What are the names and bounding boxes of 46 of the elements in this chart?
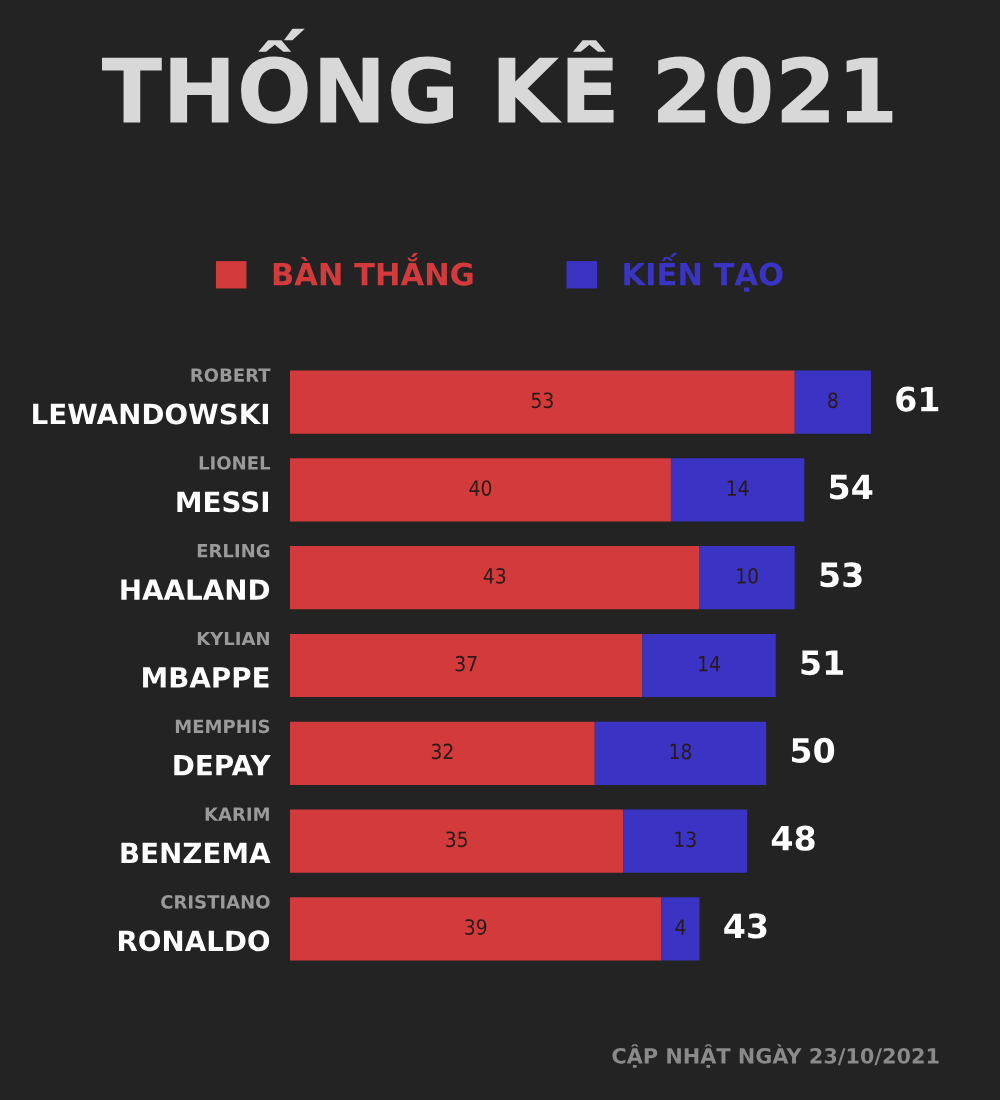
total-label: 54 (830, 474, 873, 500)
data-label: 43 (483, 567, 506, 584)
bar (290, 546, 700, 610)
bar (670, 458, 805, 522)
bar (290, 897, 662, 961)
data-label: 18 (670, 743, 692, 760)
bar (699, 546, 795, 610)
y-tick-label: CRISTIANO RONALDO (118, 895, 270, 952)
total-label: 51 (801, 650, 844, 676)
bar (290, 633, 643, 698)
data-label: 53 (531, 392, 553, 409)
text: CẬP NHẬT NGÀY 23/10/2021 (612, 1044, 939, 1068)
legend-label: KIẾN TẠO (624, 253, 783, 292)
y-tick-label: LIONEL MESSI (177, 456, 271, 513)
y-tick-label: ROBERT LEWANDOWSKI (33, 368, 271, 425)
legend-label: BÀN THẮNG (273, 253, 473, 286)
data-label: 14 (699, 656, 720, 672)
bar (290, 721, 595, 785)
data-label: 10 (737, 567, 758, 584)
data-label: 37 (455, 655, 477, 672)
data-label: 32 (431, 743, 453, 760)
bar (794, 370, 871, 434)
total-label: 48 (771, 825, 815, 851)
data-label: 39 (465, 919, 487, 935)
bar (290, 370, 795, 434)
bar (594, 721, 767, 785)
bar (290, 458, 671, 522)
bar (642, 633, 776, 698)
category-label: ERLING HAALAND (121, 543, 270, 600)
chart-title: THỐNG KÊ 2021 (102, 28, 893, 124)
bar (623, 809, 748, 873)
category-label: KYLIAN MBAPPE (143, 631, 269, 688)
data-label: 14 (727, 480, 749, 496)
data-label: 8 (828, 392, 838, 409)
bar (290, 809, 624, 873)
data-label: 40 (469, 480, 492, 496)
category-label: KARIM BENZEMA (121, 807, 271, 864)
total-label: 61 (896, 386, 939, 412)
total-label: 43 (724, 913, 767, 939)
data-label: 35 (446, 831, 467, 848)
data-label: 13 (675, 831, 696, 848)
category-label: MEMPHIS DEPAY (174, 719, 271, 776)
bar (661, 897, 700, 961)
total-label: 50 (791, 737, 835, 763)
total-label: 53 (820, 562, 862, 588)
data-label: 4 (675, 919, 686, 935)
